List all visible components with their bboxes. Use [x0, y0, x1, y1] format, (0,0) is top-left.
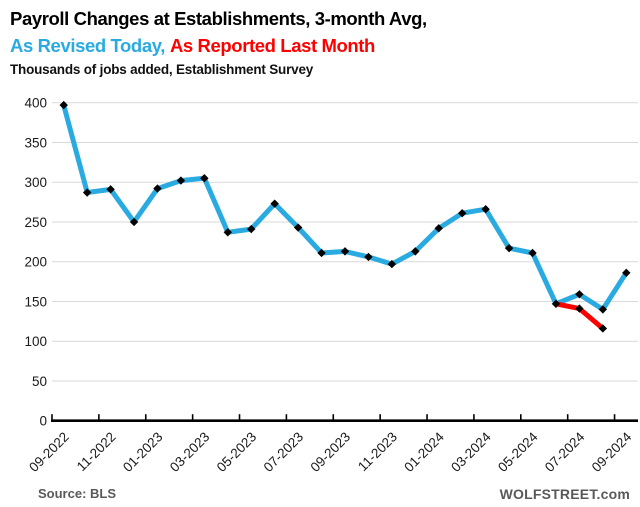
legend-as-reported-last-month: As Reported Last Month: [169, 35, 375, 56]
chart-legend-line: As Revised Today, As Reported Last Month: [10, 35, 375, 57]
svg-text:05-2023: 05-2023: [214, 429, 260, 475]
svg-text:150: 150: [24, 294, 47, 309]
site-watermark: WOLFSTREET.com: [499, 486, 630, 502]
svg-text:07-2024: 07-2024: [542, 429, 588, 475]
svg-text:200: 200: [24, 255, 47, 270]
svg-text:11-2023: 11-2023: [355, 429, 400, 474]
svg-text:01-2024: 01-2024: [401, 429, 447, 475]
legend-as-revised-today: As Revised Today,: [10, 35, 165, 56]
x-axis: [51, 414, 638, 423]
chart-subtitle: Thousands of jobs added, Establishment S…: [10, 62, 314, 77]
svg-text:09-2023: 09-2023: [307, 429, 353, 475]
svg-text:11-2022: 11-2022: [74, 429, 119, 474]
svg-text:50: 50: [32, 374, 47, 389]
y-axis-labels: 0 50 100 150 200 250 300 350 400: [24, 96, 47, 429]
svg-text:03-2024: 03-2024: [448, 429, 494, 475]
svg-text:350: 350: [24, 135, 47, 150]
svg-text:400: 400: [24, 96, 47, 111]
svg-text:300: 300: [24, 175, 47, 190]
gridlines: [52, 102, 638, 382]
svg-text:100: 100: [24, 334, 47, 349]
svg-text:03-2023: 03-2023: [167, 429, 213, 475]
data-point-markers: [59, 100, 631, 333]
svg-text:05-2024: 05-2024: [495, 429, 541, 475]
svg-text:0: 0: [39, 414, 47, 429]
x-axis-labels: 09-2022 11-2022 01-2023 03-2023 05-2023 07-20…: [26, 429, 635, 475]
svg-text:250: 250: [24, 215, 47, 230]
source-label: Source: BLS: [38, 486, 117, 501]
svg-text:09-2022: 09-2022: [26, 429, 72, 475]
svg-text:07-2023: 07-2023: [261, 429, 307, 475]
chart-title: Payroll Changes at Establishments, 3-mon…: [10, 8, 427, 29]
svg-text:01-2023: 01-2023: [120, 429, 166, 475]
revised-series-line: [61, 102, 629, 312]
svg-text:09-2024: 09-2024: [589, 429, 635, 475]
